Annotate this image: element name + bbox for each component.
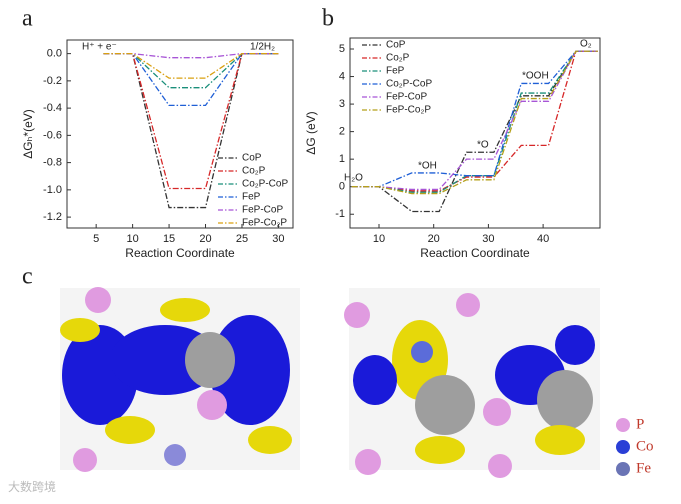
y-tick-label: 0	[339, 181, 345, 193]
y-tick-label: -1.2	[43, 211, 62, 223]
legend-label: FeP-CoP	[386, 92, 427, 103]
series-line	[351, 50, 598, 191]
legend-label: CoP	[242, 153, 262, 164]
x-tick-label: 10	[373, 233, 385, 245]
series-line	[103, 52, 279, 79]
x-axis-label: Reaction Coordinate	[420, 246, 530, 260]
y-tick-label: -0.6	[43, 129, 62, 141]
annotation: H₂O	[344, 173, 363, 184]
legend-label: CoP	[386, 40, 406, 51]
legend-label: FeP	[386, 66, 405, 77]
series-line	[351, 50, 598, 213]
x-tick-label: 25	[236, 233, 248, 245]
series-line	[351, 50, 598, 188]
annotation: *OOH	[522, 71, 549, 82]
y-tick-label: -0.8	[43, 157, 62, 169]
charge-density-image	[60, 287, 600, 478]
legend-label: FeP-CoP	[242, 205, 283, 216]
annotation: 1/2H₂	[250, 42, 275, 53]
panel-label: b	[322, 6, 334, 32]
legend-label: Co	[636, 438, 654, 454]
x-axis-label: Reaction Coordinate	[125, 246, 235, 260]
annotation: *OH	[418, 161, 437, 172]
y-tick-label: 0.0	[47, 48, 62, 60]
panel-label: a	[22, 6, 33, 32]
x-tick-label: 30	[272, 233, 284, 245]
legend-swatch	[616, 418, 630, 432]
y-tick-label: 4	[339, 70, 345, 82]
annotation: *O	[477, 140, 489, 151]
legend-label: FeP	[242, 192, 261, 203]
legend-swatch	[616, 440, 630, 454]
series-line	[351, 50, 598, 193]
legend-label: FeP-Co₂P	[242, 218, 287, 229]
x-tick-label: 20	[199, 233, 211, 245]
legend-label: Co₂P-CoP	[242, 179, 288, 190]
x-tick-label: 20	[428, 233, 440, 245]
series-line	[103, 52, 279, 107]
annotation: H⁺ + e⁻	[82, 42, 117, 53]
plot-frame	[349, 37, 601, 229]
y-tick-label: 3	[339, 98, 345, 110]
x-tick-label: 10	[126, 233, 138, 245]
y-tick-label: 1	[339, 153, 345, 165]
y-tick-label: -1	[335, 208, 345, 220]
annotation: O₂	[580, 39, 592, 50]
y-axis-label: ΔG (eV)	[304, 111, 318, 154]
legend-swatch	[616, 462, 630, 476]
plot-frame	[66, 39, 294, 229]
series-line	[103, 52, 279, 89]
y-axis-label: ΔGₕ*(eV)	[21, 109, 35, 159]
y-tick-label: 2	[339, 126, 345, 138]
y-tick-label: 5	[339, 43, 345, 55]
x-tick-label: 40	[537, 233, 549, 245]
x-tick-label: 30	[482, 233, 494, 245]
x-tick-label: 5	[93, 233, 99, 245]
legend-label: P	[636, 416, 644, 432]
y-tick-label: -0.2	[43, 75, 62, 87]
legend-label: Fe	[636, 460, 651, 476]
watermark: 大数跨境	[8, 479, 56, 494]
legend-label: Co₂P	[386, 53, 410, 64]
x-tick-label: 15	[163, 233, 175, 245]
legend-label: Co₂P-CoP	[386, 79, 432, 90]
panel-label: c	[22, 264, 33, 290]
legend-label: Co₂P	[242, 166, 266, 177]
y-tick-label: -0.4	[43, 102, 62, 114]
legend-label: FeP-Co₂P	[386, 105, 431, 116]
series-line	[351, 50, 598, 192]
y-tick-label: -1.0	[43, 184, 62, 196]
